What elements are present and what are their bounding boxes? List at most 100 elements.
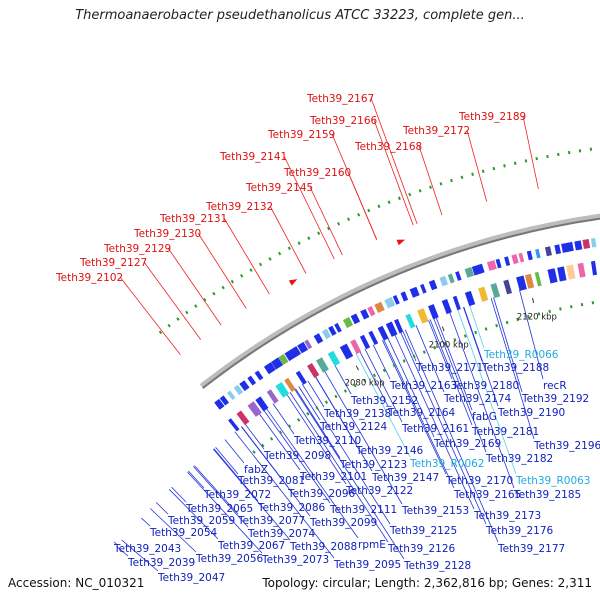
gene-label-outer: Teth39_2141: [219, 151, 287, 163]
gene-label-inner: Teth39_2128: [403, 560, 471, 572]
kbp-tick-label: 2100 kbp: [429, 340, 469, 350]
label-connector: [265, 407, 359, 539]
label-connector: [272, 403, 295, 435]
label-connector: [463, 306, 499, 407]
label-connector: [490, 297, 535, 440]
gene-label-inner: rpmE: [358, 539, 386, 551]
gene-label-outer: Teth39_2127: [79, 257, 147, 269]
gene-feature: [368, 330, 379, 346]
label-connector: [382, 340, 447, 475]
gene-feature: [400, 291, 409, 302]
gene-label-outer: Teth39_2131: [159, 213, 227, 225]
label-connector: [240, 426, 311, 517]
gene-label-outer: Teth39_2102: [55, 272, 123, 284]
kbp-tick-mark: [355, 365, 359, 371]
gene-feature: [420, 283, 427, 294]
gene-feature: [590, 238, 597, 248]
label-connector: [400, 331, 487, 525]
gene-label-inner: fabZ: [244, 464, 268, 476]
gene-label-inner: Teth39_2176: [485, 525, 554, 537]
gene-label-inner: Teth39_2170: [445, 475, 513, 487]
gene-feature: [464, 290, 476, 307]
gene-feature: [464, 267, 475, 278]
gene-label-inner: Teth39_2054: [149, 527, 218, 539]
gene-feature: [254, 370, 264, 381]
label-connector: [283, 155, 335, 260]
gene-label-inner: Teth39_2163: [389, 380, 457, 392]
gene-label-outer: Teth39_2160: [283, 167, 351, 179]
gene-label-inner: Teth39_2098: [263, 450, 331, 462]
gene-label-inner: Teth39_2181: [471, 426, 539, 438]
gene-label-inner: Teth39_2185: [513, 489, 581, 501]
gene-feature: [526, 250, 533, 261]
label-connector: [394, 334, 475, 510]
gene-label-inner: Teth39_2161: [401, 423, 469, 435]
gene-feature: [392, 294, 400, 305]
gene-feature: [385, 321, 398, 337]
gene-label-inner: Teth39_2086: [257, 502, 326, 514]
label-connector: [463, 306, 483, 362]
label-connector: [187, 471, 263, 554]
label-connector: [213, 448, 259, 502]
gene-label-inner: Teth39_2043: [113, 543, 181, 555]
label-connector: [370, 97, 418, 224]
gene-label-outer: Teth39_2166: [309, 115, 378, 127]
label-connector: [298, 386, 321, 421]
label-connector: [263, 409, 331, 504]
gene-feature: [574, 240, 583, 251]
gene-feature: [219, 395, 230, 406]
gene-label-inner: Teth39_2152: [350, 395, 418, 407]
gene-feature: [535, 248, 541, 259]
gene-feature: [428, 304, 439, 320]
gene-label-inner: Teth39_2056: [195, 553, 264, 565]
label-connector: [435, 316, 473, 411]
label-connector: [223, 217, 270, 295]
label-connector: [244, 423, 265, 450]
gene-label-inner: Teth39_2182: [485, 453, 553, 465]
label-connector: [167, 247, 222, 326]
label-connector: [372, 344, 391, 380]
gene-label-inner: Teth39_2122: [345, 485, 413, 497]
label-connector: [519, 289, 544, 380]
gene-label-outer: Teth39_2145: [245, 182, 313, 194]
label-connector: [116, 546, 129, 557]
gene-feature: [455, 271, 462, 281]
gene-feature: [544, 246, 552, 257]
gene-feature: [417, 308, 429, 324]
gene-label-inner: Teth39_R0063: [515, 475, 591, 487]
kbp-tick-label: 2120 kbp: [517, 313, 557, 323]
label-connector: [522, 115, 539, 189]
label-connector: [194, 465, 239, 515]
gene-feature: [557, 266, 567, 282]
label-connector: [469, 304, 485, 349]
gene-feature: [321, 328, 332, 340]
gene-label-inner: Teth39_2110: [293, 435, 361, 447]
label-connector: [212, 448, 291, 541]
gene-feature: [374, 301, 385, 313]
gene-feature: [582, 239, 591, 249]
gene-feature: [350, 313, 361, 325]
kbp-ticks: [355, 297, 535, 371]
gene-label-inner: Teth39_2196: [533, 440, 600, 452]
gene-feature: [452, 295, 461, 311]
label-connector: [429, 319, 473, 426]
gene-label-inner: Teth39_2073: [261, 554, 329, 566]
label-connector: [193, 466, 249, 528]
gene-feature: [566, 264, 576, 280]
gene-label-inner: Teth39_2074: [247, 528, 316, 540]
gene-feature: [367, 306, 376, 317]
label-connector: [449, 311, 515, 489]
gene-label-inner: Teth39_2067: [217, 540, 285, 552]
gene-feature: [247, 375, 257, 386]
label-connector: [314, 376, 373, 472]
label-connector: [188, 470, 205, 489]
label-connector: [234, 431, 335, 559]
label-connector: [387, 337, 435, 438]
gene-label-inner: Teth39_2125: [389, 525, 457, 537]
gene-label-inner: recR: [543, 380, 567, 392]
gene-label-inner: Teth39_2192: [521, 393, 589, 405]
gene-feature: [409, 286, 420, 298]
label-connector: [364, 348, 403, 423]
label-connector: [258, 413, 301, 471]
